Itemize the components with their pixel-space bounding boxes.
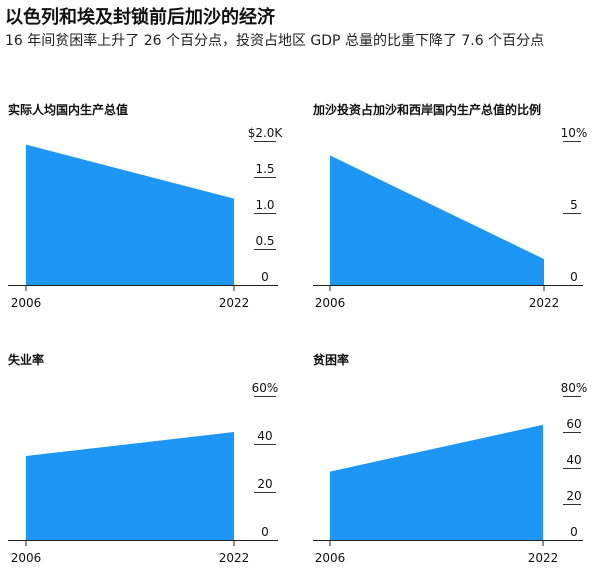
y-tick-label: 0: [261, 525, 269, 539]
y-tick-label: 1.0: [255, 198, 274, 212]
x-tick-label: 2006: [315, 296, 346, 310]
y-tick-label: 10%: [561, 126, 588, 140]
x-tick-label: 2022: [219, 551, 250, 565]
y-tick-label: 5: [570, 198, 578, 212]
area-chart-unemployment: 2006 2022 0 20 40 60%: [8, 381, 279, 565]
area-chart-investment-share: 2006 2022 0 5 10%: [313, 126, 588, 310]
y-tick-label: 60: [566, 417, 581, 431]
chart-subtitle: 16 年间贫困率上升了 26 个百分点，投资占地区 GDP 总量的比重下降了 7…: [5, 33, 545, 49]
panel-title: 加沙投资占加沙和西岸国内生产总值的比例: [313, 103, 542, 117]
y-tick-label: 80%: [561, 381, 588, 395]
area-series: [330, 424, 543, 540]
x-tick-label: 2006: [11, 296, 42, 310]
panel-title: 贫困率: [313, 353, 350, 367]
panel-title: 失业率: [8, 353, 45, 367]
y-tick-label: 60%: [252, 381, 279, 395]
y-tick-label: 20: [566, 489, 581, 503]
y-tick-label: 40: [566, 453, 581, 467]
header: 以色列和埃及封锁前后加沙的经济 16 年间贫困率上升了 26 个百分点，投资占地…: [5, 6, 597, 51]
area-chart-poverty-rate: 2006 2022 0 20 40 60 80%: [313, 381, 588, 565]
y-tick-label: 0: [261, 270, 269, 284]
area-chart-gdp-per-capita: 2006 2022 0 0.5 1.0 1.5 $2.0K: [8, 126, 284, 310]
y-tick-label: 20: [257, 477, 272, 491]
y-tick-label: 40: [257, 429, 272, 443]
panel-title: 实际人均国内生产总值: [8, 103, 129, 117]
chart-title: 以色列和埃及封锁前后加沙的经济: [5, 7, 275, 28]
x-tick-label: 2022: [529, 296, 560, 310]
y-tick-label: $2.0K: [248, 126, 284, 140]
y-tick-label: 0.5: [255, 234, 274, 248]
y-tick-label: 0: [570, 525, 578, 539]
y-tick-label: 0: [570, 270, 578, 284]
area-series: [26, 144, 234, 285]
area-series: [330, 155, 544, 285]
x-tick-label: 2006: [315, 551, 346, 565]
x-tick-label: 2022: [219, 296, 250, 310]
x-tick-label: 2022: [528, 551, 559, 565]
area-series: [26, 432, 234, 540]
y-tick-label: 1.5: [255, 162, 274, 176]
x-tick-label: 2006: [11, 551, 42, 565]
